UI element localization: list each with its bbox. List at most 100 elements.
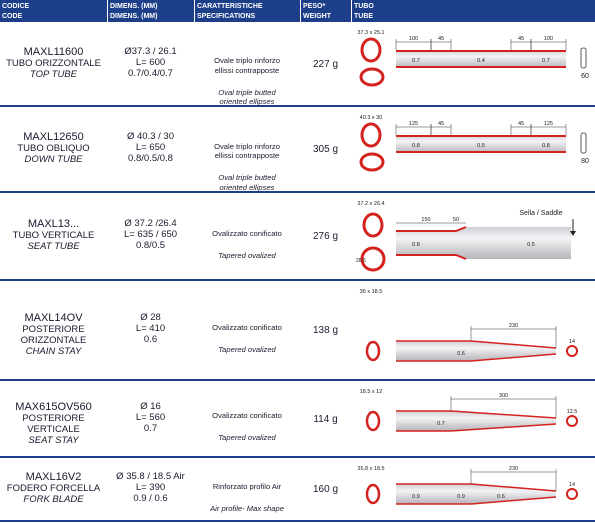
weight-value: 160 g: [312, 484, 339, 495]
spec-cell: Ovale triplo rinforzo ellissi contrappos…: [194, 47, 300, 117]
dim-length: L= 650: [135, 142, 166, 153]
section-ellipse: [365, 410, 381, 432]
segment-length: 150: [421, 217, 430, 223]
tube-wall-top: [396, 226, 467, 232]
wall-thickness: 0.8: [412, 242, 420, 248]
product-code: MAXL14OV: [24, 312, 83, 324]
dim-length: L= 635 / 650: [123, 229, 178, 240]
wall-thickness: 0.8: [542, 143, 550, 149]
name-it: POSTERIORE ORIZZONTALE: [20, 324, 87, 346]
name-en: TOP TUBE: [30, 68, 77, 80]
table-row: MAXL13... TUBO VERTICALE SEAT TUBE Ø 37.…: [0, 193, 595, 281]
segment-length: 125: [544, 121, 553, 127]
spec-it: Rinforzato profilo Air: [212, 481, 282, 491]
code-cell: MAX615OV560 POSTERIORE VERTICALE SEAT ST…: [0, 401, 107, 446]
table-header: CODICE CODE DIMENS. (MM) DIMENS. (MM) CARA…: [0, 0, 595, 22]
weight-value: 138 g: [312, 325, 339, 336]
header-dims-it: DIMENS. (MM): [110, 3, 158, 10]
spec-it: Ovalizzato conificato: [212, 228, 282, 238]
section-ellipse-horizontal: [359, 67, 385, 87]
dims-cell: Ø 28 L= 410 0.6: [107, 312, 194, 345]
name-en: DOWN TUBE: [24, 154, 83, 165]
tube-drawing: 18.5 x 12 300 0.7 12.5: [360, 389, 578, 432]
tube-drawing: 35.8 x 18.5 230 0.9 0.9 0.6 14: [357, 466, 578, 505]
section-label: 37.2 x 26.4: [357, 201, 384, 207]
table-row: MAXL16V2 FODERO FORCELLA FORK BLADE Ø 35…: [0, 458, 595, 522]
product-code: MAXL16V2: [25, 471, 82, 483]
code-cell: MAXL14OV POSTERIORE ORIZZONTALE CHAIN ST…: [0, 312, 107, 357]
end-label: 60: [581, 73, 589, 80]
name-it: TUBO OBLIQUO: [17, 143, 90, 154]
segment-length: 45: [438, 121, 444, 127]
header-code-it: CODICE: [2, 3, 30, 10]
dim-thickness: 0.8/0.5: [135, 240, 166, 251]
dim-thickness: 0.7/0.4/0.7: [128, 67, 173, 79]
spec-it: Ovalizzato conificato: [212, 411, 282, 420]
segment-length: 125: [409, 121, 418, 127]
section-label: 37.3 x 25.1: [357, 30, 384, 36]
code-cell: MAXL12650 TUBO OBLIQUO DOWN TUBE: [0, 131, 107, 165]
dim-thickness: 0.6: [143, 334, 158, 345]
weight-value: 227 g: [312, 58, 339, 70]
spec-cell: Rinforzato profilo Air Air profile- Max …: [194, 472, 300, 523]
spec-en: Tapered ovalized: [218, 250, 276, 260]
dims-cell: Ø 35.8 / 18.5 Air L= 390 0.9 / 0.6: [107, 471, 194, 504]
end-profile: [580, 132, 587, 154]
weight-value: 276 g: [312, 231, 339, 242]
spec-it: Ovale triplo rinforzo ellissi contrappos…: [214, 141, 280, 161]
dims-cell: Ø 16 L= 560 0.7: [107, 401, 194, 434]
spec-en: Tapered ovalized: [218, 433, 276, 442]
section-ellipse-horizontal: [359, 152, 385, 172]
wall-thickness: 0.7: [437, 421, 445, 427]
dim-thickness: 0.9 / 0.6: [133, 493, 168, 504]
section-label: 35.8 x 18.5: [357, 466, 384, 472]
dim-length: L= 390: [135, 482, 166, 493]
tube-wall-bottom: [396, 496, 557, 505]
header-code-en: CODE: [2, 12, 23, 20]
header-weight: PESO* WEIGHT: [300, 0, 351, 22]
header-code: CODICE CODE: [0, 0, 107, 22]
section-ellipse: [365, 483, 381, 505]
tube-wall-top: [396, 50, 566, 52]
section-ellipse-vertical: [360, 37, 382, 63]
segment-length: 230: [509, 466, 518, 472]
spec-it: Ovalizzato conificato: [212, 322, 282, 332]
tube-wall-bottom: [396, 151, 566, 153]
name-it: TUBO ORIZZONTALE: [6, 57, 101, 69]
code-cell: MAXL11600 TUBO ORIZZONTALE TOP TUBE: [0, 46, 107, 80]
spec-en: Tapered ovalized: [218, 344, 276, 354]
spec-en: Air profile- Max shape: [210, 503, 284, 513]
dim-diameter: Ø 37.2 /26.4: [124, 218, 177, 229]
header-tube: TUBO TUBE: [351, 0, 595, 22]
end-section-circle: [566, 415, 578, 427]
end-label: 14: [569, 339, 575, 345]
header-dims: DIMENS. (MM) DIMENS. (MM): [107, 0, 194, 22]
name-it: POSTERIORE VERTICALE: [22, 412, 85, 435]
dim-diameter: Ø37.3 / 26.1: [124, 45, 177, 57]
section-ellipse: [365, 340, 381, 362]
tube-body: [396, 484, 556, 504]
end-label: 14: [569, 482, 575, 488]
dim-diameter: Ø 40.3 / 30: [126, 131, 174, 142]
tube-body: [396, 411, 556, 431]
dim-diameter: Ø 35.8 / 18.5 Air: [116, 471, 185, 482]
header-specs-en: SPECIFICATIONS: [197, 12, 256, 20]
end-label: Sella / Saddle: [519, 210, 562, 217]
dim-thickness: 0.7: [143, 422, 158, 434]
dims-cell: Ø37.3 / 26.1 L= 600 0.7/0.4/0.7: [107, 46, 194, 79]
section-label: 36 x 18.5: [360, 289, 383, 295]
code-cell: MAXL16V2 FODERO FORCELLA FORK BLADE: [0, 471, 107, 505]
tube-wall-bottom: [396, 254, 467, 260]
section-label: 28.6: [356, 258, 366, 264]
product-code: MAX615OV560: [15, 400, 92, 413]
table-row: MAXL14OV POSTERIORE ORIZZONTALE CHAIN ST…: [0, 281, 595, 381]
name-en: FORK BLADE: [23, 494, 84, 505]
dim-length: L= 560: [135, 411, 166, 423]
tube-drawing: 37.2 x 26.4 28.6 150 50 0.8 0.5 Sella / Saddle: [356, 201, 576, 272]
name-it: FODERO FORCELLA: [6, 483, 101, 494]
wall-thickness: 0.5: [477, 143, 485, 149]
dim-diameter: Ø 16: [140, 400, 161, 412]
segment-length: 300: [499, 393, 508, 399]
tube-body: [396, 341, 556, 361]
